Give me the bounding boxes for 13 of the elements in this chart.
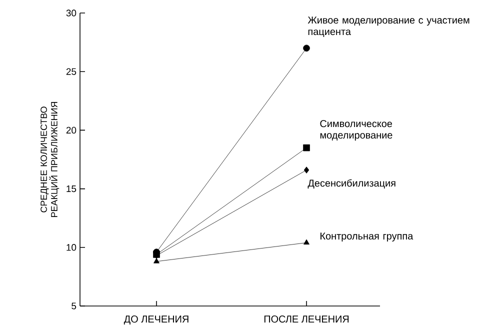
y-tick-label: 20 [66, 126, 76, 134]
y-tick-label: 30 [66, 10, 76, 16]
y-tick-label: 25 [66, 68, 76, 75]
y-tick-label: 5 [72, 302, 76, 310]
y-tick-label: 15 [66, 185, 76, 192]
y-tick-label: 10 [66, 244, 76, 251]
series-label: Контрольная группа [320, 232, 414, 242]
x-tick-label: ПОСЛЕ ЛЕЧЕНИЯ [264, 316, 349, 323]
series-label: Живое моделирование с участием пациента [308, 16, 470, 37]
y-axis-title: СРЕДНЕЕ КОЛИЧЕСТВО РЕАКЦИЙ ПРИБЛИЖЕНИЯ [40, 102, 60, 217]
series-label: Символическое моделирование [320, 120, 392, 141]
series-label: Десенсибилизация [308, 179, 396, 189]
x-tick-label: ДО ЛЕЧЕНИЯ [124, 316, 188, 324]
